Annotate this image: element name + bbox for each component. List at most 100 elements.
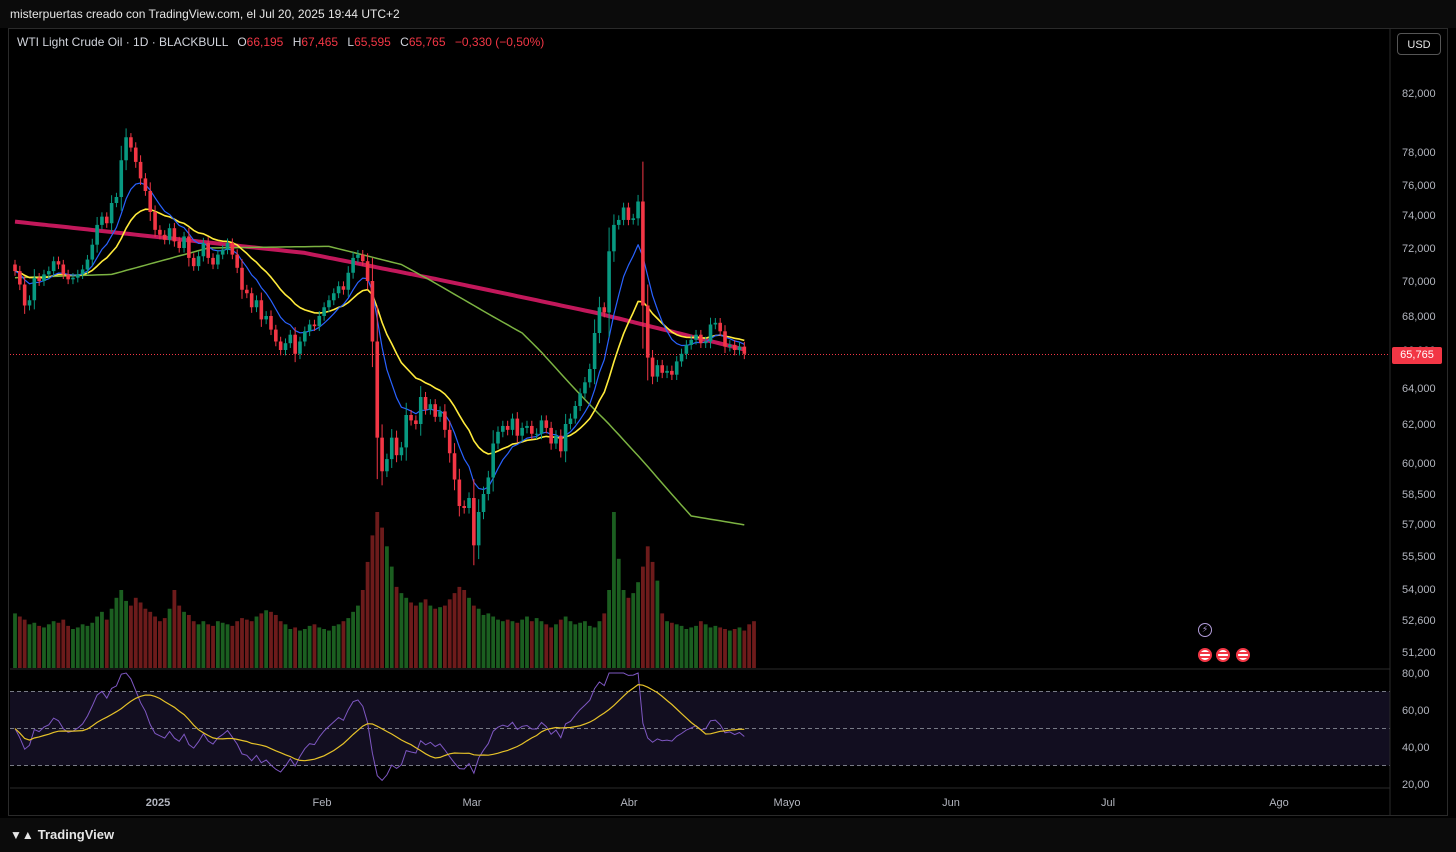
candle-body — [476, 512, 481, 546]
candle-body — [399, 447, 404, 456]
volume-bar — [491, 616, 496, 668]
price-axis-label: 55,500 — [1402, 551, 1436, 563]
candle-body — [109, 203, 114, 224]
volume-bar — [129, 605, 133, 668]
candle-body — [187, 236, 191, 258]
volume-bar — [80, 624, 85, 668]
volume-bar — [558, 619, 563, 668]
bolt-icon[interactable]: ⚡ — [1198, 623, 1212, 637]
volume-bar — [679, 625, 684, 668]
candle-body — [621, 207, 626, 220]
candle-body — [100, 216, 104, 225]
volume-bar — [660, 613, 665, 668]
candle-body — [660, 365, 665, 373]
volume-bar — [510, 621, 515, 668]
candle-body — [699, 334, 703, 344]
candle-body — [573, 406, 578, 419]
volume-bar — [626, 597, 631, 668]
candle-body — [138, 161, 143, 179]
volume-bar — [317, 627, 322, 668]
volume-bar — [283, 624, 288, 668]
volume-bar — [240, 618, 244, 668]
candle-body — [375, 341, 380, 438]
volume-bar — [17, 616, 22, 668]
volume-bar — [42, 627, 46, 668]
candle-body — [592, 333, 597, 369]
tradingview-logo-icon: ▼▲ — [10, 828, 34, 842]
candle-body — [61, 264, 66, 275]
volume-bar — [486, 613, 491, 668]
volume-bar — [312, 624, 317, 668]
volume-bar — [578, 622, 583, 668]
volume-bar — [66, 625, 71, 668]
volume-bar — [230, 625, 235, 668]
volume-bar — [341, 621, 346, 668]
volume-bar — [264, 610, 269, 668]
volume-bar — [119, 590, 124, 668]
symbol-name[interactable]: WTI Light Crude Oil · 1D · BLACKBULL — [17, 35, 228, 49]
volume-bar — [703, 624, 708, 668]
candle-body — [177, 241, 182, 248]
volume-bar — [365, 561, 370, 668]
us-flag-icon[interactable] — [1236, 648, 1250, 662]
volume-bar — [293, 627, 298, 668]
high-label: H — [292, 35, 302, 49]
volume-bar — [476, 608, 481, 668]
candle-body — [443, 411, 447, 430]
time-axis-label: Ago — [1269, 797, 1289, 809]
ma9-line — [14, 182, 745, 491]
volume-bar — [583, 621, 587, 668]
close-value: 65,765 — [408, 35, 446, 49]
time-axis-label: Abr — [620, 797, 637, 809]
volume-bar — [61, 619, 66, 668]
candle-body — [75, 274, 80, 278]
us-flag-icon[interactable] — [1216, 648, 1230, 662]
candle-body — [259, 300, 264, 320]
candle-body — [22, 284, 27, 306]
candle-body — [447, 429, 452, 454]
volume-bar — [278, 621, 283, 668]
currency-button[interactable]: USD — [1397, 33, 1441, 55]
candle-body — [365, 261, 370, 281]
candle-body — [486, 477, 491, 494]
candle-body — [544, 420, 549, 428]
candle-body — [501, 425, 505, 432]
price-axis-label: 51,200 — [1402, 647, 1436, 659]
volume-bar — [563, 616, 568, 668]
volume-bar — [732, 629, 737, 668]
volume-bar — [650, 561, 655, 668]
candle-body — [124, 137, 128, 161]
ma200-line — [14, 219, 745, 352]
volume-bar — [534, 618, 539, 668]
candle-body — [191, 257, 196, 267]
candle-body — [616, 219, 621, 225]
volume-bar — [225, 624, 230, 668]
tradingview-logo[interactable]: ▼▲ TradingView — [10, 827, 114, 842]
volume-bar — [385, 546, 389, 668]
volume-bar — [249, 621, 254, 668]
candle-body — [732, 344, 737, 350]
volume-bar — [592, 627, 597, 668]
volume-bar — [442, 605, 447, 668]
volume-bar — [520, 619, 525, 668]
candle-body — [27, 300, 32, 306]
volume-bar — [143, 608, 148, 668]
candle-body — [162, 234, 167, 240]
candle-body — [607, 251, 611, 313]
price-axis-label: 64,000 — [1402, 383, 1436, 395]
us-flag-icon[interactable] — [1198, 648, 1212, 662]
volume-bar — [90, 622, 95, 668]
price-axis-label: 60,000 — [1402, 458, 1436, 470]
footer: ▼▲ TradingView — [0, 818, 1456, 852]
candle-body — [206, 243, 210, 258]
candle-body — [80, 269, 85, 275]
volume-bar — [215, 621, 220, 668]
price-axis-label: 72,000 — [1402, 243, 1436, 255]
rsi-axis-label: 40,00 — [1402, 742, 1430, 754]
volume-bar — [718, 627, 723, 668]
candle-body — [418, 397, 423, 424]
volume-bar — [423, 599, 428, 668]
candle-body — [317, 316, 322, 327]
candle-body — [684, 344, 689, 354]
